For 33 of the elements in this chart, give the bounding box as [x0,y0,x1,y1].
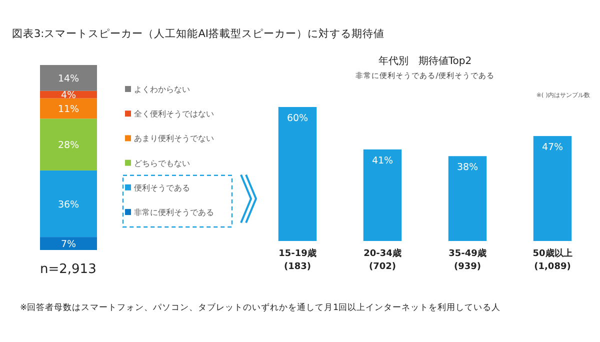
legend-label: あまり便利そうでない [134,134,214,144]
data-label: 14% [58,73,80,84]
bar [363,149,402,241]
data-label: 41% [372,155,394,166]
bar [40,118,97,170]
bar [533,136,572,241]
data-label: 11% [58,104,80,115]
x-tick-label: 35-49歳 (939) [448,248,486,272]
data-label: 7% [60,239,76,250]
text: n=2,913 [40,262,96,277]
legend-label: よくわからない [134,85,190,94]
text: ※回答者母数はスマートフォン、パソコン、タブレットのいずれかを通して月1回以上インターネットを利用している人 [20,302,501,313]
data-label: 36% [58,199,80,210]
data-label: 4% [60,90,76,102]
x-tick-label: 20-34歳 (702) [364,248,402,272]
data-label: 60% [286,113,308,124]
data-label: 28% [58,140,80,152]
legend-label: 非常に便利そうである [134,208,214,217]
bar [40,98,97,119]
bar [40,65,97,91]
bar [278,107,317,241]
bar [448,156,487,241]
legend-label: どちらでもない [134,158,190,168]
bar [40,237,97,250]
chart-title: 年代別 期待値Top2 [378,55,472,67]
legend-label: 便利そうである [134,183,190,192]
x-tick-label: 50歳以上 (1,089) [532,248,572,272]
legend-label: 全く便利そうではない [134,110,214,119]
data-label: 47% [542,142,564,154]
bar [40,170,97,238]
x-tick-label: 15-19歳 (183) [278,248,316,272]
data-label: 38% [456,162,478,174]
text: 図表3:スマートスピーカー（人工知能AI搭載型スピーカー）に対する期待値 [12,27,384,40]
